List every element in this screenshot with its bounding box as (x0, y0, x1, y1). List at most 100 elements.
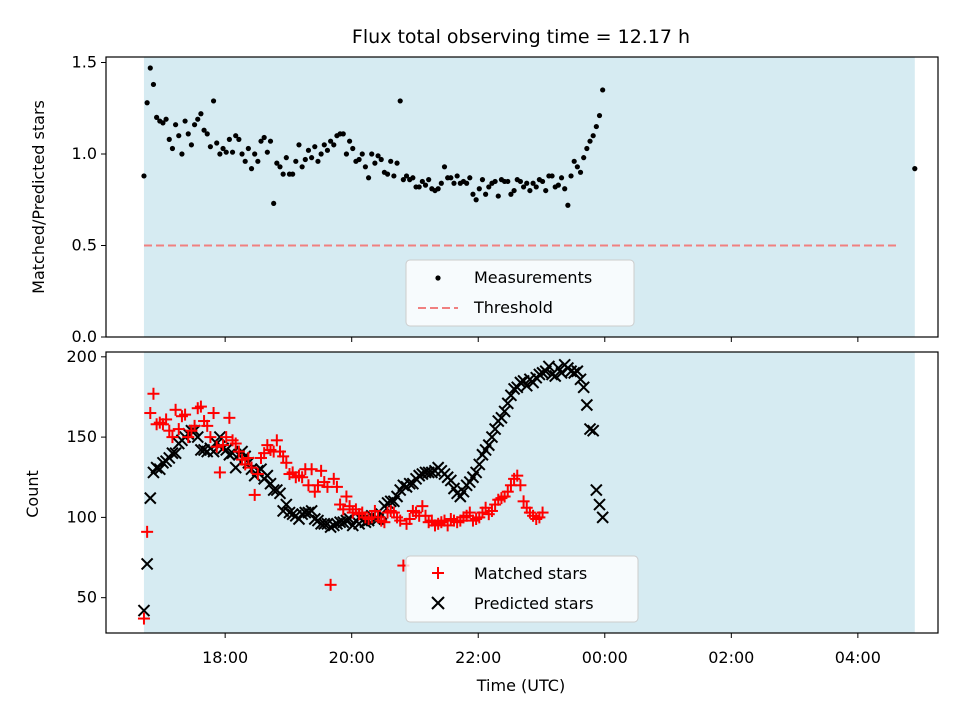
predicted-star-marker (549, 369, 562, 383)
bottom-y-tick-label: 200 (66, 347, 97, 366)
measurement-point (223, 149, 229, 155)
measurement-point (426, 177, 432, 183)
measurement-point (422, 182, 429, 188)
measurement-point (261, 134, 267, 141)
predicted-star-marker (501, 397, 514, 410)
measurement-point (508, 191, 514, 197)
matched-star-marker (368, 504, 381, 517)
measurement-point (574, 164, 580, 170)
matched-star-marker (514, 479, 527, 492)
matched-star-marker (229, 437, 242, 450)
matched-star-marker (479, 501, 492, 514)
matched-star-marker (160, 413, 173, 426)
predicted-star-marker (261, 469, 274, 482)
measurement-point (264, 149, 270, 155)
bottom-y-tick-label: 100 (66, 507, 97, 526)
measurement-point (233, 133, 239, 139)
measurements-legend-label: Measurements (474, 268, 592, 287)
matched-star-marker (204, 431, 217, 444)
matched-star-marker (141, 525, 154, 538)
predicted-star-marker (283, 506, 296, 519)
measurement-point (388, 158, 394, 164)
matched-star-marker (337, 503, 350, 516)
measurement-point (296, 142, 302, 148)
matched-star-marker (343, 500, 356, 513)
measurement-point (283, 155, 289, 161)
measurement-point (549, 173, 555, 179)
measurement-point (350, 145, 356, 152)
bottom-legend-box (405, 555, 639, 623)
measurement-point (163, 116, 169, 122)
measurement-point (378, 156, 384, 163)
top-y-tick-label: 0.0 (72, 327, 97, 346)
measurement-point (271, 200, 277, 207)
predicted-star-marker (153, 463, 166, 476)
measurement-point (141, 173, 147, 179)
matched-star-marker (327, 472, 340, 485)
matched-star-marker (194, 400, 207, 413)
matched-star-marker (340, 490, 353, 503)
measurement-point (252, 151, 258, 157)
measurement-point (172, 122, 179, 128)
measurement-point (299, 164, 305, 170)
measurement-point (214, 140, 220, 146)
matched-star-marker (144, 407, 157, 420)
matched-star-marker (248, 488, 261, 501)
matched-star-marker (517, 495, 530, 508)
predicted-star-marker (488, 422, 502, 436)
measurement-point (365, 175, 372, 181)
matched-star-marker (182, 431, 195, 444)
top-y-tick-label: 1.0 (72, 144, 97, 163)
measurements-series (141, 65, 918, 208)
predicted-star-marker (305, 504, 318, 518)
predicted-star-marker (280, 498, 293, 511)
measurement-point (470, 191, 476, 197)
predicted-star-marker (169, 446, 182, 460)
bottom-legend: Matched stars Predicted stars (405, 555, 639, 623)
matched-star-marker (258, 447, 271, 460)
top-chart: 0.0 0.5 1.0 1.5 Matched/Predicted stars Mea… (29, 52, 939, 346)
measurement-point (476, 186, 482, 192)
bottom-plot-frame (105, 351, 939, 634)
measurement-point (454, 173, 460, 179)
top-chart-title: Flux total observing time = 12.17 h (352, 26, 690, 48)
measurement-point (267, 138, 274, 144)
matched-star-marker (163, 424, 176, 437)
measurement-point (343, 151, 350, 157)
predicted-star-marker (495, 411, 508, 425)
measurement-point (533, 184, 539, 190)
predicted-star-marker (150, 461, 163, 474)
predicted-star-marker (286, 507, 299, 521)
measurement-point (565, 202, 571, 208)
predicted-star-marker (425, 466, 439, 479)
measurement-point (229, 149, 236, 155)
matched-star-marker (169, 403, 182, 416)
measurement-point (590, 133, 596, 139)
predicted-star-marker (267, 483, 280, 497)
measurement-point (584, 145, 590, 152)
measurement-point (201, 127, 207, 133)
measurement-point (226, 136, 232, 142)
measurement-point (242, 158, 248, 164)
matched-star-marker (311, 479, 324, 492)
predicted-star-marker (457, 485, 470, 498)
measurement-point (160, 120, 166, 126)
matched-star-marker (324, 578, 337, 591)
predicted-star-marker (412, 469, 426, 482)
predicted-star-marker (137, 604, 151, 617)
predicted-star-marker (596, 511, 609, 524)
measurement-point (176, 133, 182, 139)
measurement-point (255, 158, 261, 164)
measurement-point (359, 151, 365, 157)
matched-star-marker (270, 434, 283, 447)
predicted-star-marker (166, 446, 179, 460)
measurement-point (479, 177, 486, 183)
predicted-star-marker (273, 487, 287, 500)
measurement-point (280, 171, 286, 177)
x-axis-label: Time (UTC) (476, 676, 565, 695)
predicted-stars-legend-marker (431, 596, 445, 610)
measurement-point (530, 180, 536, 186)
measurement-point (195, 116, 201, 122)
matched-star-marker (419, 509, 432, 522)
matched-star-marker (441, 519, 454, 532)
